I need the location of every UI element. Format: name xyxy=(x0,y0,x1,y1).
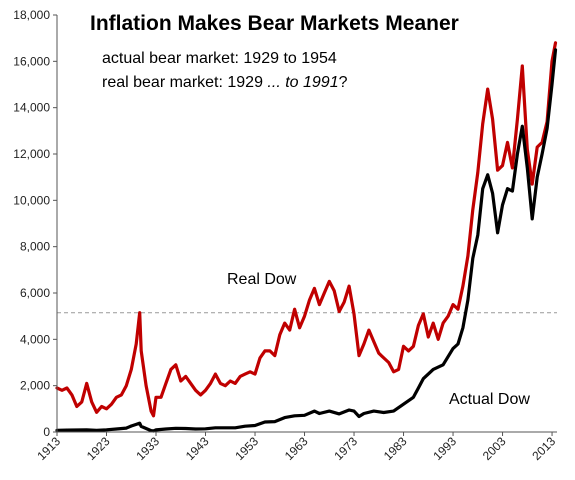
annotation-actual-bear-market: actual bear market: 1929 to 1954 xyxy=(102,50,337,67)
y-tick-label: 10,000 xyxy=(13,193,50,207)
annotation-part: ... to 1991 xyxy=(267,74,338,91)
real-dow-line xyxy=(55,41,558,418)
actual-dow-line xyxy=(55,48,558,433)
y-tick-label: 12,000 xyxy=(13,147,50,161)
annotation-part: real bear market: 1929 xyxy=(102,74,267,91)
y-tick-label: 14,000 xyxy=(13,101,50,115)
axes xyxy=(56,15,557,433)
text-layer: Inflation Makes Bear Markets Meaner actu… xyxy=(90,12,530,408)
x-tick-label: 1983 xyxy=(381,434,410,463)
x-tick-label: 1963 xyxy=(282,434,311,463)
x-tick-label: 1943 xyxy=(183,434,212,463)
x-tick-label: 1923 xyxy=(84,434,113,463)
actual-dow-label: Actual Dow xyxy=(449,391,530,408)
x-tick-label: 1993 xyxy=(430,434,459,463)
real-dow-label: Real Dow xyxy=(227,271,297,288)
y-tick-label: 18,000 xyxy=(13,8,50,22)
y-tick-label: 4,000 xyxy=(20,332,50,346)
x-tick-label: 1933 xyxy=(133,434,162,463)
x-tick-label: 2013 xyxy=(529,434,558,463)
y-tick-label: 16,000 xyxy=(13,54,50,68)
y-tick-label: 0 xyxy=(43,425,50,439)
y-tick-label: 8,000 xyxy=(20,240,50,254)
annotation-part: ? xyxy=(339,74,348,91)
y-tick-label: 6,000 xyxy=(20,286,50,300)
x-tick-label: 1913 xyxy=(34,434,63,463)
x-tick-label: 2003 xyxy=(480,434,509,463)
annotation-part: actual bear market: 1929 to 1954 xyxy=(102,50,337,67)
series-layer xyxy=(55,41,558,433)
chart-title: Inflation Makes Bear Markets Meaner xyxy=(90,12,459,35)
annotation-real-bear-market: real bear market: 1929 ... to 1991? xyxy=(102,74,348,91)
x-tick-label: 1953 xyxy=(232,434,261,463)
x-tick-label: 1973 xyxy=(331,434,360,463)
y-tick-label: 2,000 xyxy=(20,379,50,393)
